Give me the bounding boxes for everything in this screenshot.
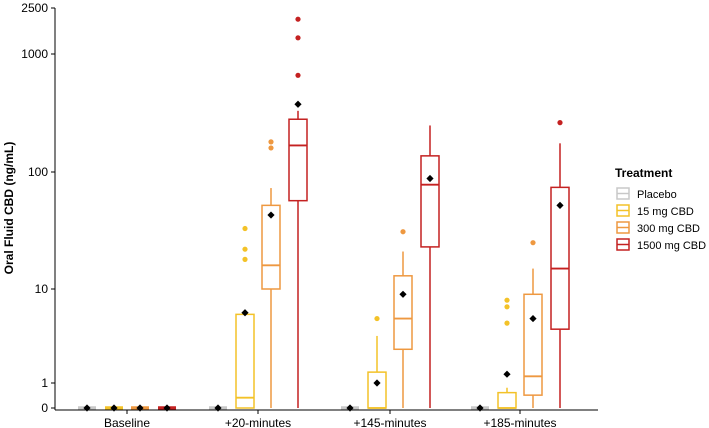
y-tick-label: 1 <box>41 376 48 390</box>
mean-marker <box>267 211 275 219</box>
mean-marker <box>241 309 249 317</box>
legend-key <box>616 204 630 217</box>
mean-marker <box>163 404 171 412</box>
box-iqr <box>367 371 387 409</box>
box-3-3 <box>550 120 570 408</box>
outlier-point <box>268 145 274 151</box>
legend-label: 1500 mg CBD <box>637 240 706 252</box>
outlier-point <box>242 246 248 252</box>
box-iqr <box>497 391 517 409</box>
y-tick-label: 10 <box>35 282 49 296</box>
legend-item: 1500 mg CBD <box>616 238 706 252</box>
legend-label: 15 mg CBD <box>637 206 694 218</box>
mean-marker <box>294 100 302 108</box>
outlier-point <box>295 35 301 41</box>
mean-marker <box>110 404 118 412</box>
plot-area <box>78 16 570 412</box>
mean-marker <box>136 404 144 412</box>
mean-marker <box>529 314 537 323</box>
box-iqr <box>523 293 543 396</box>
box-0-2 <box>341 404 359 412</box>
legend-item: 300 mg CBD <box>616 221 700 235</box>
x-tick-label: +20-minutes <box>225 416 291 428</box>
outlier-point <box>242 256 248 262</box>
x-tick-label: +185-minutes <box>483 416 556 428</box>
legend-label: 300 mg CBD <box>637 223 700 235</box>
legend-key <box>616 187 630 200</box>
y-tick-label: 2500 <box>21 1 48 15</box>
legend-item: Placebo <box>616 187 677 201</box>
box-1-2 <box>367 315 387 409</box>
mean-marker <box>426 174 434 183</box>
mean-marker <box>556 201 564 209</box>
outlier-point <box>268 139 274 145</box>
legend: Treatment Placebo 15 mg CBD 300 mg CBD 1500 … <box>615 166 706 252</box>
box-1-0 <box>105 404 123 412</box>
box-0-0 <box>78 404 96 412</box>
box-0-1 <box>209 404 227 412</box>
outlier-point <box>504 304 510 310</box>
box-1-1 <box>235 225 255 409</box>
box-iqr <box>550 186 570 330</box>
box-iqr <box>261 204 281 290</box>
outlier-point <box>374 315 380 322</box>
legend-item: 15 mg CBD <box>616 204 694 218</box>
box-1-3 <box>497 297 517 409</box>
outlier-point <box>504 297 510 303</box>
legend-label: Placebo <box>637 189 677 201</box>
mean-marker <box>399 290 407 298</box>
outlier-point <box>295 72 301 78</box>
box-2-1 <box>261 139 281 408</box>
y-tick-label: 100 <box>28 165 48 179</box>
mean-marker <box>476 404 484 412</box>
legend-key <box>616 221 630 234</box>
legend-title: Treatment <box>615 166 672 180</box>
outlier-point <box>400 229 406 235</box>
outlier-point <box>530 240 536 246</box>
y-tick-label: 1000 <box>21 47 48 61</box>
x-tick-label: Baseline <box>104 416 150 428</box>
box-iqr <box>420 155 440 248</box>
y-tick-label: 0 <box>41 401 48 415</box>
legend-key <box>616 238 630 251</box>
box-iqr <box>393 275 413 351</box>
mean-marker <box>373 379 381 387</box>
box-iqr <box>235 313 255 409</box>
outlier-point <box>504 320 510 326</box>
mean-marker <box>83 404 91 412</box>
box-3-1 <box>288 16 308 408</box>
box-3-0 <box>158 404 176 412</box>
axes: 0 1 10 100 1000 2500 Oral Fluid CBD (ng/mL) Bas… <box>2 1 598 428</box>
box-2-2 <box>393 229 413 408</box>
x-tick-label: +145-minutes <box>353 416 426 428</box>
box-3-2 <box>420 125 440 408</box>
y-axis-title: Oral Fluid CBD (ng/mL) <box>2 142 16 275</box>
outlier-point <box>557 120 563 126</box>
box-0-3 <box>471 404 489 412</box>
mean-marker <box>346 404 354 412</box>
mean-marker <box>214 404 222 412</box>
mean-marker <box>503 370 511 378</box>
box-iqr <box>288 118 308 202</box>
outlier-point <box>295 16 301 22</box>
outlier-point <box>242 225 248 232</box>
box-2-3 <box>523 240 543 408</box>
box-2-0 <box>131 404 149 412</box>
